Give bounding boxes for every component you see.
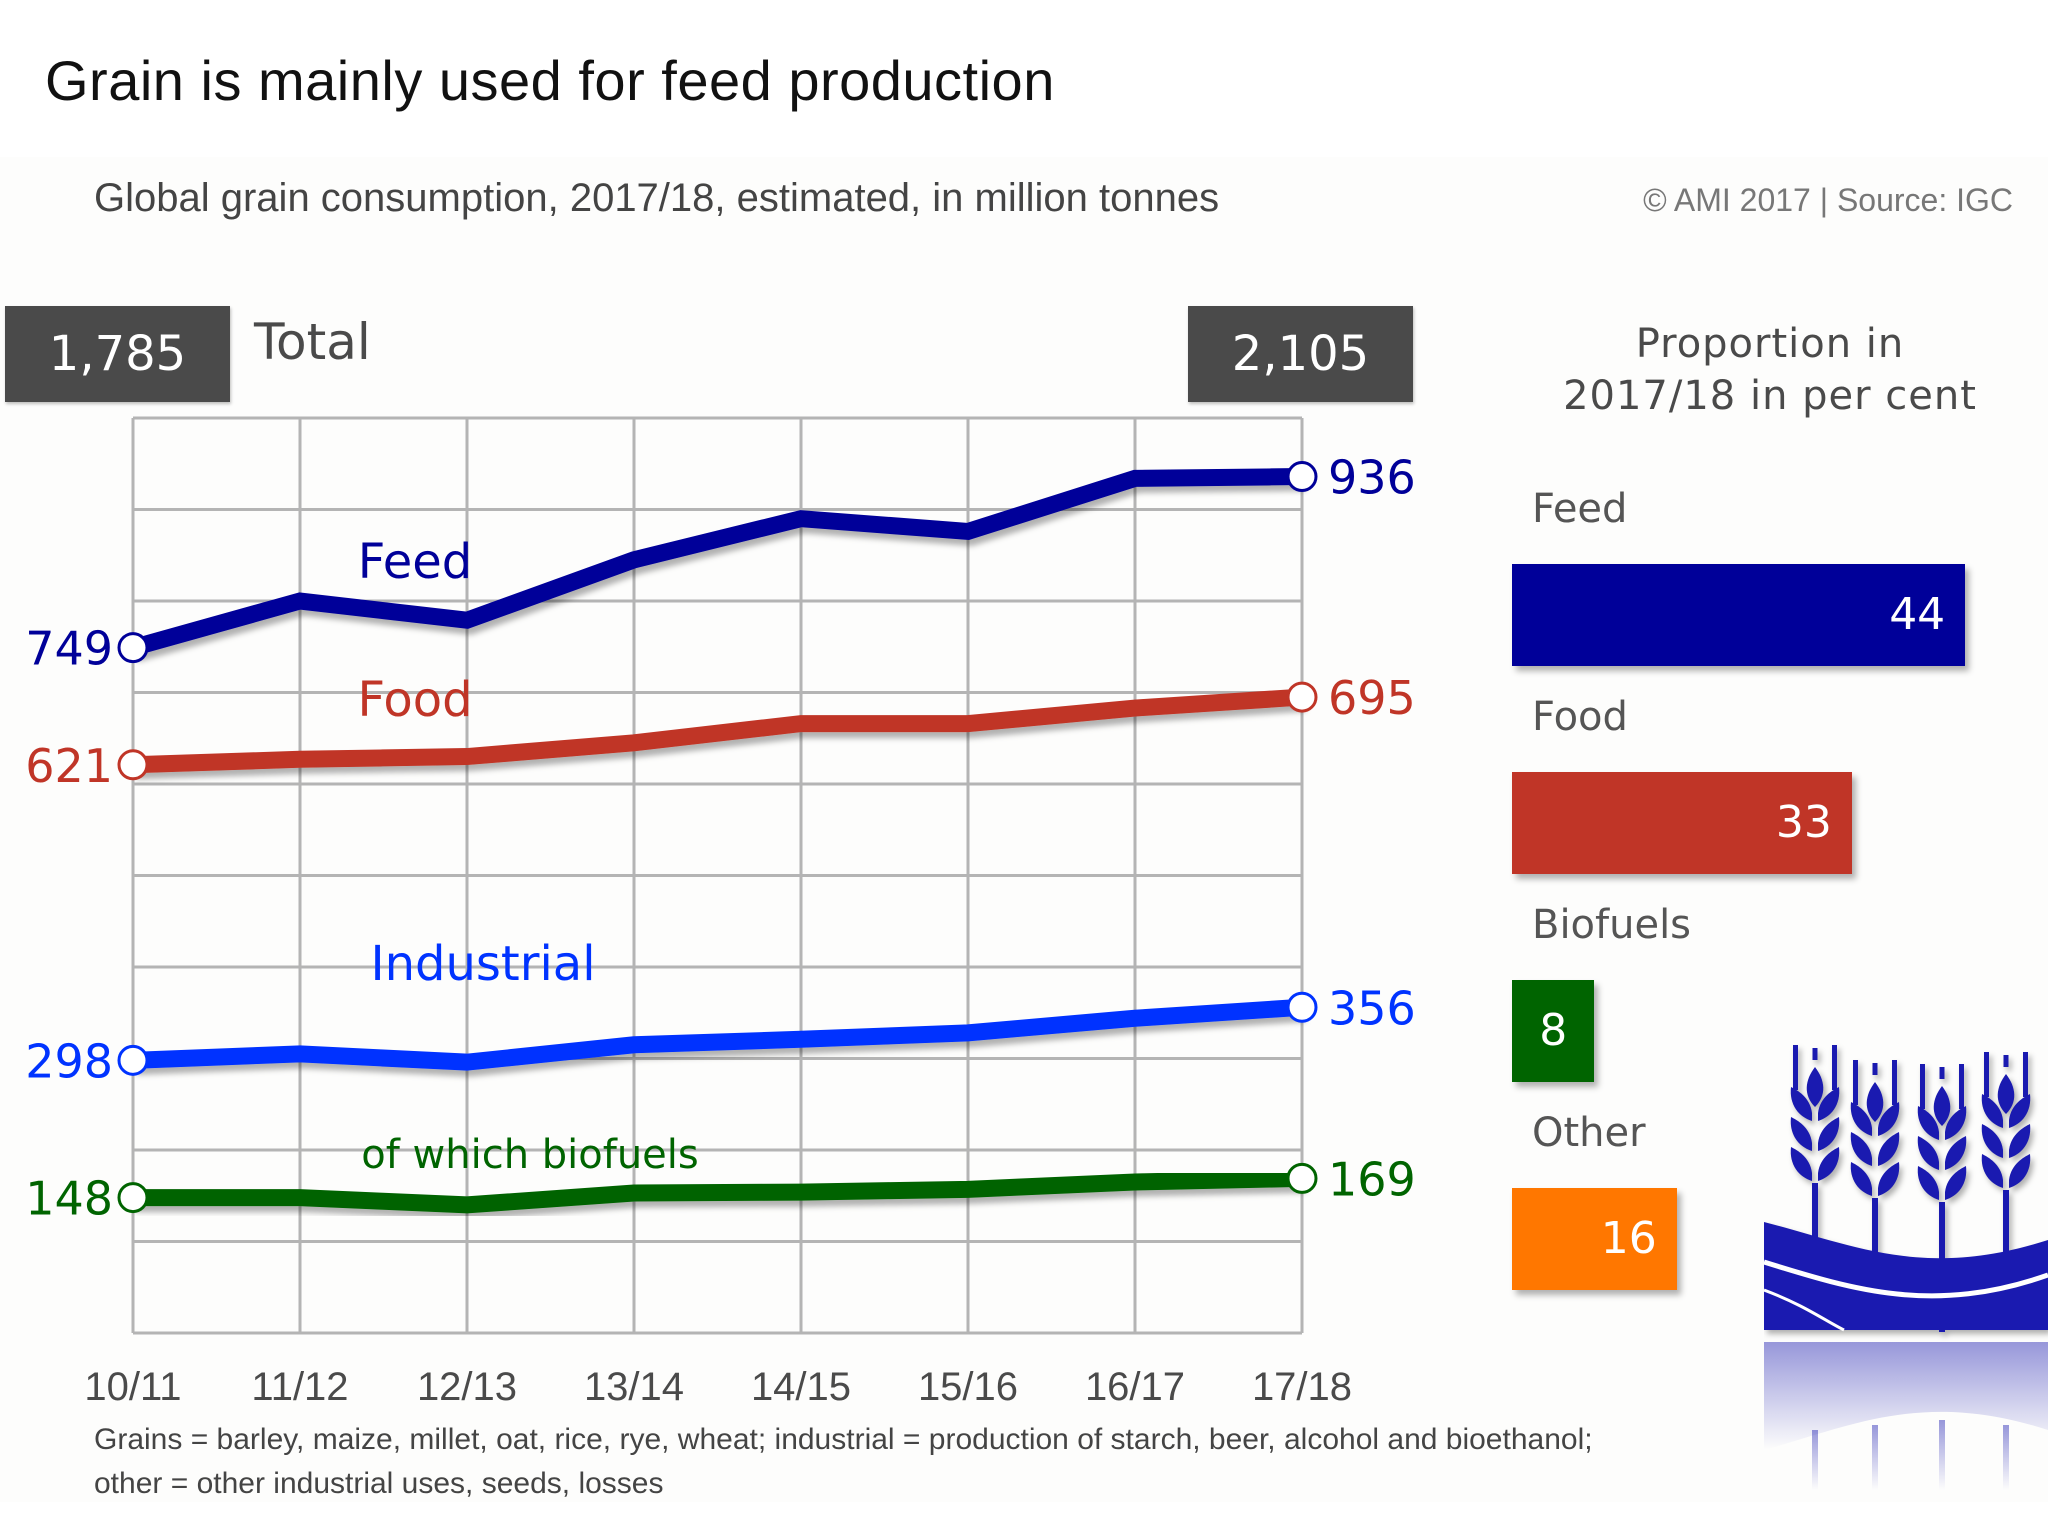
x-tick-label: 11/12 [251,1365,348,1409]
end-value-label: 169 [1328,1152,1416,1206]
source-credit: © AMI 2017 | Source: IGC [1643,182,2013,218]
footnote-line1: Grains = barley, maize, millet, oat, ric… [94,1423,1593,1456]
series-line-of-which-biofuels [133,1169,1303,1214]
start-value-label: 298 [25,1034,113,1088]
proportion-label-feed: Feed [1532,486,1628,532]
endpoint-marker [1286,681,1318,713]
proportion-bar-other: 16 [1512,1188,1677,1290]
x-tick-label: 13/14 [584,1365,684,1409]
proportion-label-biofuels: Biofuels [1532,902,1692,948]
series-labels: 749 936 Feed 621 695 Food 298 356 Industrial 148 1… [25,451,1416,1226]
end-value-label: 356 [1328,981,1416,1035]
series-line-food [132,688,1303,774]
proportion-title-line1: Proportion in [1635,321,1905,367]
endpoint-marker [117,749,149,781]
series-line-feed [130,468,1303,656]
proportion-label-food: Food [1532,694,1628,740]
proportion-bar-biofuels: 8 [1512,980,1595,1082]
x-tick-label: 12/13 [417,1365,517,1409]
start-value-label: 621 [25,739,113,793]
chart-subtitle: Global grain consumption, 2017/18, estim… [94,176,1220,220]
proportion-bar-food: 33 [1512,772,1852,874]
x-tick-label: 10/11 [84,1365,181,1409]
proportion-label-other: Other [1532,1110,1646,1156]
x-axis-ticks: 10/11 11/12 12/13 13/14 14/15 15/16 16/17 17/18 [84,1365,1352,1409]
x-tick-label: 16/17 [1085,1365,1185,1409]
proportion-title: Proportion in 2017/18 in per cent [1500,318,2040,422]
x-tick-label: 17/18 [1252,1365,1352,1409]
page-title: Grain is mainly used for feed production [45,49,1055,112]
endpoint-marker [117,1044,149,1076]
series-lines [117,461,1318,1214]
total-start-badge: 1,785 [5,306,230,402]
total-label: Total [254,313,371,371]
series-name-label: of which biofuels [361,1132,698,1178]
end-value-label: 695 [1328,671,1416,725]
footnote: Grains = barley, maize, millet, oat, ric… [94,1418,1593,1506]
endpoint-marker [117,1182,149,1214]
series-name-label: Industrial [370,936,595,992]
start-value-label: 148 [25,1172,113,1226]
series-name-label: Food [357,672,472,728]
proportion-bar-feed: 44 [1512,564,1966,666]
proportion-title-line2: 2017/18 in per cent [1563,373,1977,419]
wheat-icon [1764,1045,2048,1490]
x-tick-label: 15/16 [918,1365,1018,1409]
footnote-line2: other = other industrial uses, seeds, lo… [94,1467,664,1500]
series-line-industrial [132,998,1303,1071]
line-chart: 10/11 11/12 12/13 13/14 14/15 15/16 16/17 17/18… [25,416,1416,1409]
endpoint-marker [1286,991,1318,1023]
end-value-label: 936 [1328,451,1416,505]
chart-grid [131,416,1304,1335]
endpoint-marker [1286,461,1318,493]
endpoint-marker [117,632,149,664]
x-tick-label: 14/15 [751,1365,851,1409]
endpoint-marker [1286,1162,1318,1194]
start-value-label: 749 [25,622,113,676]
series-name-label: Feed [358,534,473,590]
total-end-badge: 2,105 [1188,306,1413,402]
